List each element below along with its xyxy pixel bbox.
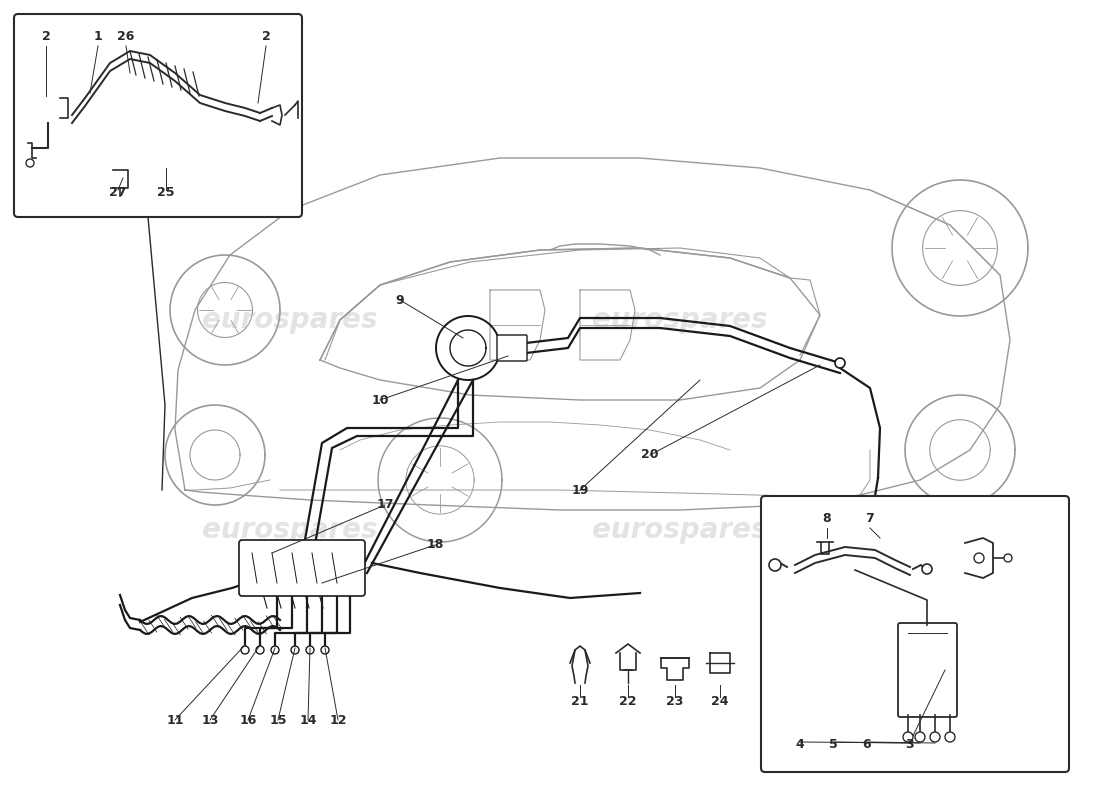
Text: 19: 19 — [571, 483, 588, 497]
FancyBboxPatch shape — [898, 623, 957, 717]
Circle shape — [271, 646, 279, 654]
Text: 6: 6 — [862, 738, 871, 751]
Text: 23: 23 — [667, 695, 684, 708]
Text: 15: 15 — [270, 714, 287, 726]
Circle shape — [241, 646, 249, 654]
Circle shape — [945, 732, 955, 742]
Circle shape — [292, 646, 299, 654]
FancyBboxPatch shape — [761, 496, 1069, 772]
Circle shape — [915, 732, 925, 742]
Text: 4: 4 — [795, 738, 804, 751]
Circle shape — [974, 553, 984, 563]
Circle shape — [922, 564, 932, 574]
Text: 5: 5 — [828, 738, 837, 751]
Circle shape — [26, 159, 34, 167]
Text: eurospares: eurospares — [592, 516, 768, 544]
Circle shape — [903, 732, 913, 742]
Text: 3: 3 — [905, 738, 914, 751]
Text: 11: 11 — [166, 714, 184, 726]
Text: 9: 9 — [396, 294, 405, 306]
Text: eurospares: eurospares — [592, 306, 768, 334]
Text: 2: 2 — [262, 30, 271, 43]
Text: 17: 17 — [376, 498, 394, 511]
FancyBboxPatch shape — [497, 335, 527, 361]
Text: 27: 27 — [109, 186, 126, 199]
Text: 1: 1 — [94, 30, 102, 43]
Text: 26: 26 — [118, 30, 134, 43]
Circle shape — [835, 358, 845, 368]
Circle shape — [321, 646, 329, 654]
Text: 12: 12 — [329, 714, 346, 726]
FancyBboxPatch shape — [239, 540, 365, 596]
Text: 10: 10 — [372, 394, 388, 406]
Text: 18: 18 — [427, 538, 443, 551]
FancyBboxPatch shape — [14, 14, 302, 217]
Text: 14: 14 — [299, 714, 317, 726]
Text: 21: 21 — [571, 695, 588, 708]
Text: 25: 25 — [157, 186, 175, 199]
Circle shape — [930, 732, 940, 742]
Text: 13: 13 — [201, 714, 219, 726]
Circle shape — [1004, 554, 1012, 562]
Text: 20: 20 — [641, 449, 659, 462]
Circle shape — [256, 646, 264, 654]
Circle shape — [306, 646, 313, 654]
Text: 22: 22 — [619, 695, 637, 708]
Text: 7: 7 — [866, 512, 874, 525]
Text: 8: 8 — [823, 512, 832, 525]
Text: eurospares: eurospares — [202, 306, 377, 334]
Circle shape — [769, 559, 781, 571]
Text: 16: 16 — [240, 714, 256, 726]
Text: eurospares: eurospares — [202, 516, 377, 544]
Text: 24: 24 — [712, 695, 728, 708]
Text: 2: 2 — [42, 30, 51, 43]
